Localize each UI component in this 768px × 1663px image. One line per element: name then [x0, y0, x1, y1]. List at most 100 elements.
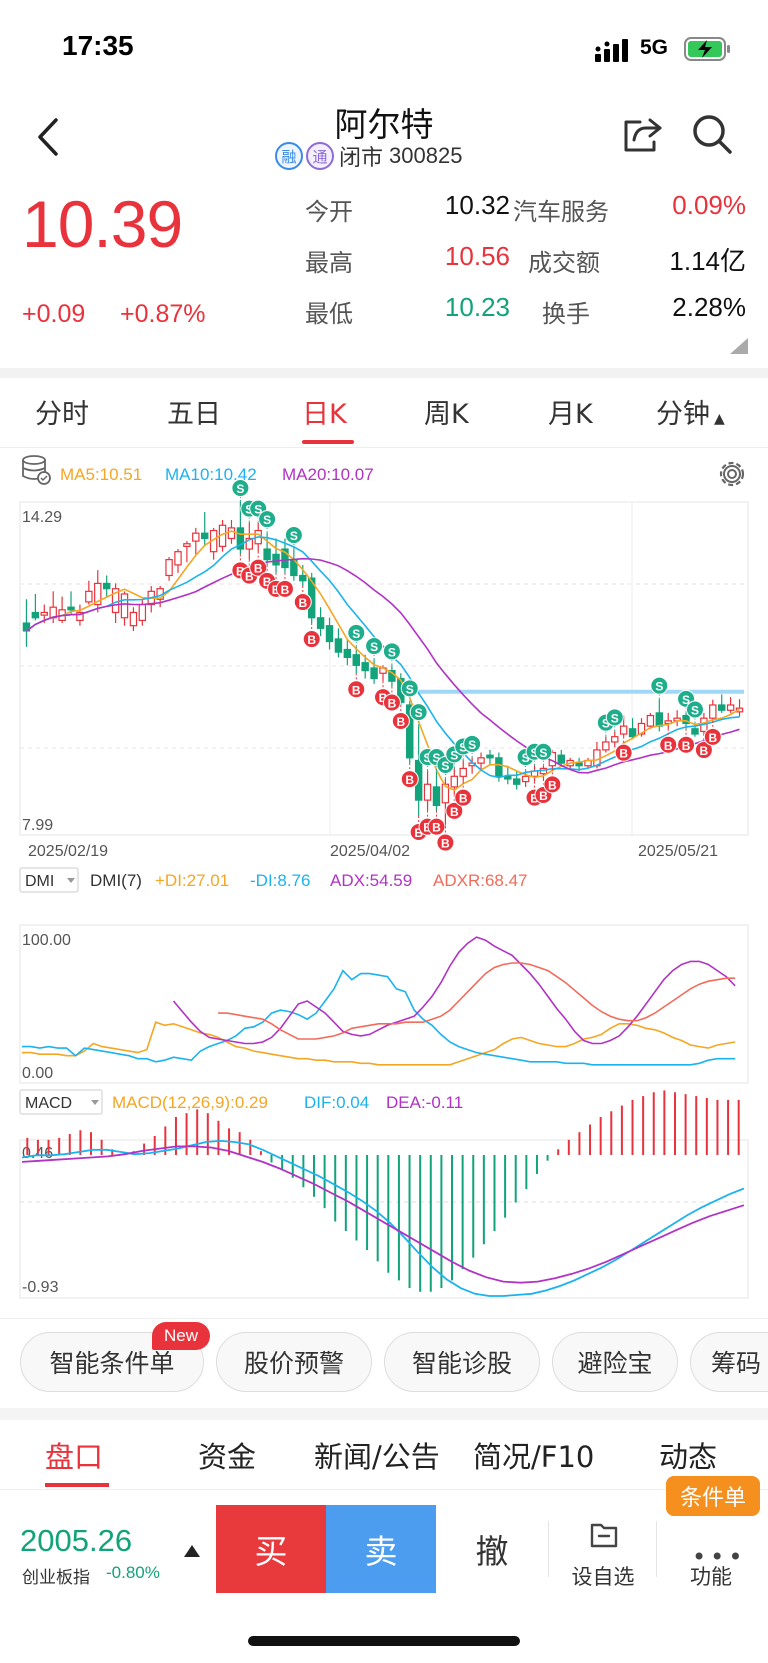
share-icon[interactable]	[620, 112, 664, 156]
high-value: 10.56	[444, 241, 510, 271]
turnover-rate-label: 换手	[542, 300, 590, 328]
sell-button[interactable]: 卖	[326, 1505, 436, 1593]
active-tab-indicator	[45, 1483, 109, 1487]
buy-signal-letter: B	[352, 683, 361, 697]
sell-signal-letter: S	[432, 751, 440, 765]
buy-signal-marker	[302, 630, 321, 649]
hedge-button[interactable]: 避险宝	[552, 1332, 678, 1392]
smart-condition-order-button[interactable]: 智能条件单	[20, 1332, 204, 1392]
sell-signal-letter: S	[655, 680, 663, 694]
smart-diagnosis-button[interactable]: 智能诊股	[384, 1332, 540, 1392]
buy-signal-letter: B	[379, 691, 388, 705]
tab-minute[interactable]: 分钟 ▲	[656, 392, 725, 431]
tab-activity[interactable]: 动态	[659, 1440, 718, 1474]
sell-signal-marker	[685, 700, 704, 719]
candle	[120, 593, 129, 619]
expand-corner-icon[interactable]	[730, 338, 748, 354]
tab-monthly-k[interactable]: 月K	[548, 399, 593, 430]
candle	[477, 757, 485, 764]
tab-profile[interactable]: 简况/F10	[473, 1440, 595, 1474]
buy-button[interactable]: 买	[216, 1505, 326, 1593]
dif-line	[21, 1139, 745, 1297]
connect-badge: 通	[306, 142, 334, 170]
index-value[interactable]: 2005.26	[20, 1523, 133, 1558]
candle	[281, 548, 289, 569]
candle	[512, 778, 521, 785]
candle	[637, 722, 646, 735]
chips-button[interactable]: 筹码	[690, 1332, 768, 1392]
open-value: 10.32	[444, 190, 510, 220]
x-date-label: 2025/04/02	[330, 843, 410, 860]
index-name[interactable]: 创业板指	[22, 1568, 90, 1588]
caret-up-icon: ▲	[714, 411, 725, 427]
price-change: +0.09	[22, 300, 86, 328]
home-indicator	[248, 1636, 520, 1646]
cancel-order-button[interactable]: 撤	[475, 1532, 509, 1571]
buy-signal-letter: B	[396, 715, 405, 729]
sell-signal-marker	[231, 479, 250, 497]
candle	[575, 762, 583, 767]
candle	[504, 775, 512, 780]
candle	[343, 648, 352, 659]
macd-selector[interactable]	[19, 1089, 103, 1115]
buy-signal-marker	[347, 680, 366, 699]
sell-signal-letter: S	[415, 706, 423, 720]
tab-news[interactable]: 新闻/公告	[314, 1440, 440, 1474]
buy-signal-marker	[677, 735, 696, 754]
back-chevron-icon[interactable]	[30, 114, 66, 160]
sell-signal-letter: S	[406, 682, 414, 696]
stock-code: 300825	[389, 143, 463, 168]
database-icon[interactable]	[22, 455, 51, 485]
candle	[183, 543, 191, 547]
x-date-label: 2025/05/21	[638, 843, 718, 860]
price-alert-button[interactable]: 股价预警	[216, 1332, 372, 1392]
dmi-selector[interactable]	[19, 867, 79, 893]
add-watchlist-button[interactable]: 设自选	[552, 1513, 654, 1593]
y-min-label: 7.99	[22, 817, 53, 834]
tab-order-book[interactable]: 盘口	[45, 1440, 104, 1474]
ma20-line	[26, 557, 740, 774]
sector-label[interactable]: 汽车服务	[513, 198, 609, 226]
candle	[316, 617, 325, 629]
tab-five-day[interactable]: 五日	[167, 399, 221, 430]
more-dots-icon: •••	[692, 1543, 747, 1571]
condition-order-badge[interactable]: 条件单	[666, 1476, 760, 1516]
caret-up-icon[interactable]	[184, 1545, 200, 1557]
sell-signal-letter: S	[682, 693, 690, 707]
network-type: 5G	[640, 36, 669, 59]
sell-signal-marker	[605, 708, 624, 727]
sell-signal-letter: S	[388, 645, 396, 659]
settings-gear-icon[interactable]	[719, 461, 745, 487]
tab-daily-k[interactable]: 日K	[302, 399, 347, 430]
sector-change[interactable]: 0.09%	[672, 190, 746, 220]
functions-button[interactable]: ••• 功能	[660, 1513, 762, 1593]
index-change: -0.80%	[106, 1563, 160, 1582]
macd-plot	[21, 1090, 745, 1297]
buy-signal-letter: B	[388, 696, 397, 710]
dmi-adx-line	[172, 936, 736, 1045]
tab-intraday[interactable]: 分时	[35, 399, 89, 430]
sell-signal-letter: S	[352, 627, 360, 641]
buy-signal-letter: B	[450, 805, 459, 819]
candle	[450, 775, 459, 788]
stock-name: 阿尔特	[334, 105, 434, 144]
search-icon[interactable]	[690, 112, 734, 156]
candle	[85, 590, 93, 603]
candle	[361, 662, 369, 672]
turnover-value: 1.14亿	[669, 246, 746, 276]
sell-signal-marker	[258, 510, 277, 529]
buy-signal-letter: B	[539, 789, 548, 803]
candle	[432, 786, 441, 806]
kline-plot: SSSSSSSSSSSSSSSSSSSSSSSSBBBBBBBBBBBBBBBB…	[22, 479, 744, 852]
sell-signal-letter: S	[459, 740, 467, 754]
buy-signal-letter: B	[441, 837, 450, 851]
low-label: 最低	[305, 300, 353, 328]
buy-signal-marker	[275, 579, 294, 598]
buy-signal-letter: B	[432, 821, 441, 835]
tab-weekly-k[interactable]: 周K	[424, 399, 469, 430]
buy-signal-letter: B	[298, 596, 307, 610]
tab-funds[interactable]: 资金	[198, 1440, 257, 1474]
kline-chart-area[interactable]: MA5:10.51 MA10:10.42 MA20:10.07 14.29 7.…	[0, 450, 768, 1310]
candle	[423, 783, 432, 801]
adxr-legend: ADXR:68.47	[433, 871, 528, 890]
